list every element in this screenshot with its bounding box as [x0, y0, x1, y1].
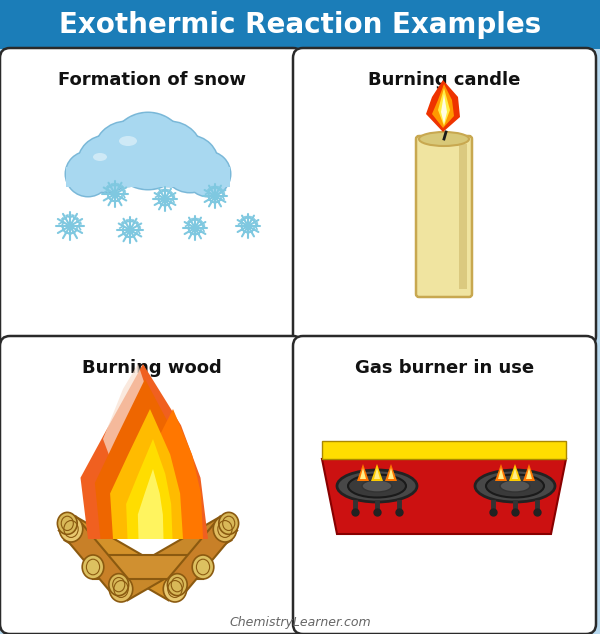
- Circle shape: [78, 136, 134, 192]
- FancyBboxPatch shape: [416, 136, 472, 297]
- Polygon shape: [322, 441, 566, 459]
- Polygon shape: [357, 464, 369, 481]
- Polygon shape: [426, 80, 460, 132]
- Polygon shape: [388, 468, 394, 479]
- Ellipse shape: [213, 516, 236, 542]
- Ellipse shape: [59, 516, 83, 542]
- Ellipse shape: [82, 555, 104, 579]
- Circle shape: [138, 122, 202, 186]
- Polygon shape: [80, 364, 208, 539]
- Polygon shape: [385, 464, 397, 481]
- Ellipse shape: [109, 576, 133, 602]
- Ellipse shape: [58, 512, 77, 534]
- Ellipse shape: [486, 474, 544, 498]
- Ellipse shape: [500, 480, 530, 492]
- FancyBboxPatch shape: [293, 336, 596, 634]
- Polygon shape: [523, 464, 535, 481]
- Text: ChemistryLearner.com: ChemistryLearner.com: [229, 616, 371, 629]
- Ellipse shape: [337, 470, 417, 502]
- Polygon shape: [138, 469, 163, 539]
- Circle shape: [137, 120, 203, 188]
- Polygon shape: [441, 94, 447, 124]
- FancyBboxPatch shape: [0, 336, 303, 634]
- Ellipse shape: [109, 574, 128, 595]
- FancyBboxPatch shape: [459, 144, 467, 289]
- Text: Burning candle: Burning candle: [368, 71, 521, 89]
- Ellipse shape: [163, 576, 187, 602]
- Polygon shape: [360, 468, 366, 479]
- Ellipse shape: [167, 574, 187, 595]
- Polygon shape: [93, 555, 203, 579]
- Circle shape: [186, 152, 230, 196]
- Ellipse shape: [119, 136, 137, 146]
- Ellipse shape: [362, 480, 392, 492]
- FancyBboxPatch shape: [66, 167, 230, 187]
- Circle shape: [66, 152, 110, 196]
- Ellipse shape: [219, 512, 239, 534]
- Polygon shape: [169, 516, 237, 592]
- Circle shape: [65, 150, 112, 198]
- FancyBboxPatch shape: [0, 0, 600, 49]
- Polygon shape: [115, 518, 232, 600]
- FancyBboxPatch shape: [0, 48, 303, 346]
- Polygon shape: [526, 468, 532, 479]
- Polygon shape: [371, 464, 383, 481]
- Polygon shape: [65, 518, 181, 600]
- Polygon shape: [322, 459, 566, 534]
- Polygon shape: [498, 468, 504, 479]
- Text: Exothermic Reaction Examples: Exothermic Reaction Examples: [59, 11, 541, 39]
- Circle shape: [77, 134, 136, 193]
- Ellipse shape: [192, 555, 214, 579]
- Text: Formation of snow: Formation of snow: [58, 71, 245, 89]
- Circle shape: [185, 150, 232, 198]
- Polygon shape: [438, 88, 450, 126]
- Ellipse shape: [475, 470, 555, 502]
- Circle shape: [94, 122, 158, 186]
- Polygon shape: [512, 468, 518, 479]
- Circle shape: [162, 136, 218, 192]
- Circle shape: [161, 134, 220, 193]
- Ellipse shape: [419, 132, 469, 146]
- Text: Burning wood: Burning wood: [82, 359, 221, 377]
- FancyBboxPatch shape: [293, 48, 596, 346]
- Polygon shape: [95, 379, 196, 539]
- Circle shape: [109, 112, 187, 190]
- Polygon shape: [432, 84, 454, 128]
- Polygon shape: [131, 409, 203, 539]
- Circle shape: [92, 120, 160, 188]
- Polygon shape: [126, 439, 173, 539]
- Circle shape: [110, 113, 186, 189]
- Text: Gas burner in use: Gas burner in use: [355, 359, 534, 377]
- Polygon shape: [374, 468, 380, 479]
- Polygon shape: [495, 464, 507, 481]
- Ellipse shape: [348, 474, 406, 498]
- Polygon shape: [110, 409, 183, 539]
- Polygon shape: [59, 516, 127, 592]
- Ellipse shape: [93, 153, 107, 161]
- Polygon shape: [103, 364, 148, 479]
- Polygon shape: [509, 464, 521, 481]
